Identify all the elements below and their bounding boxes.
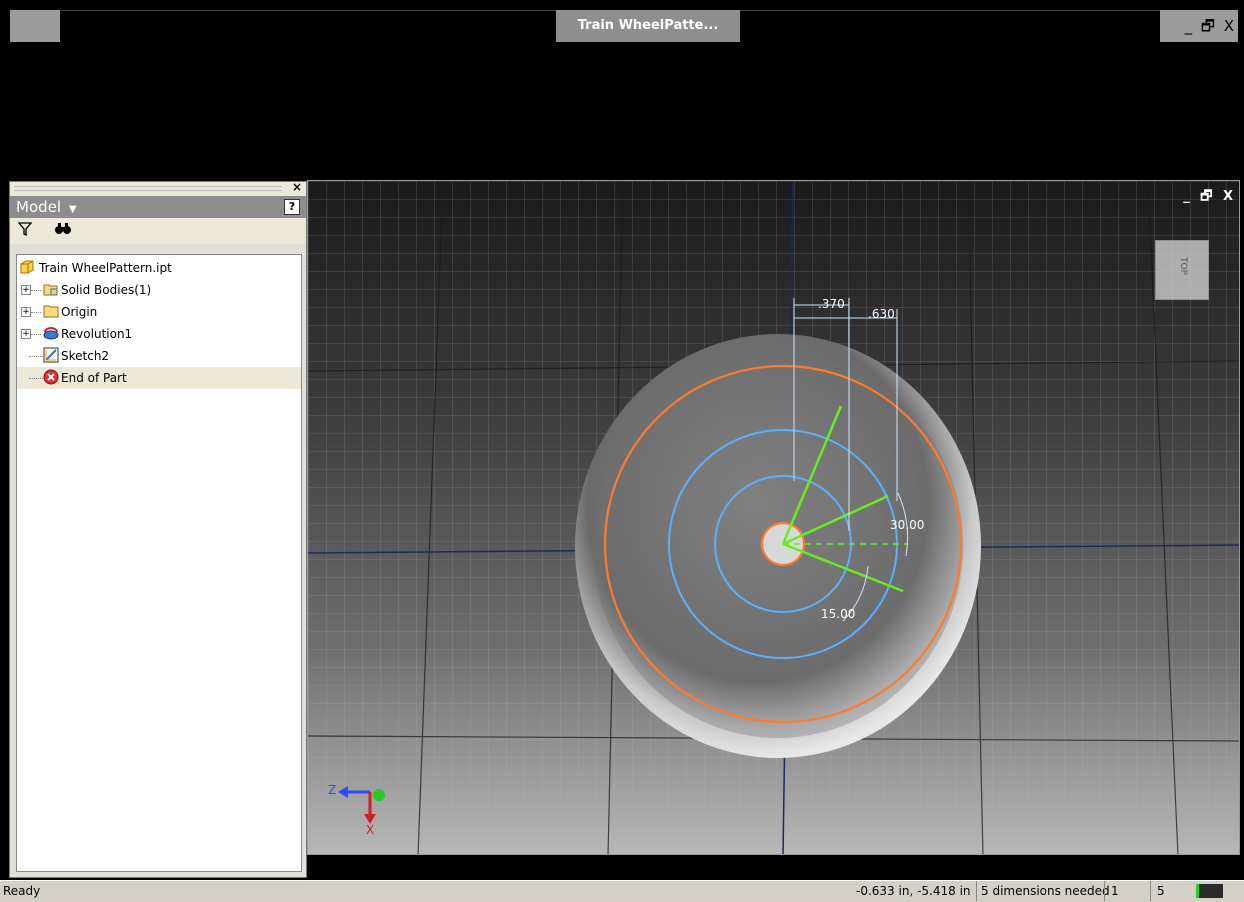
dimensions-needed: 5 dimensions needed xyxy=(976,881,1110,901)
find-icon[interactable] xyxy=(54,222,72,240)
folder-icon xyxy=(43,303,59,319)
part-icon xyxy=(19,259,35,275)
viewport-controls: _ 🗗 X xyxy=(1177,187,1233,209)
filter-icon[interactable] xyxy=(17,222,33,240)
tree-node-origin[interactable]: + Origin xyxy=(17,301,301,323)
end-of-part-icon xyxy=(43,369,59,385)
expand-icon[interactable]: + xyxy=(21,307,31,317)
viewport-restore-button[interactable]: 🗗 xyxy=(1200,189,1213,204)
tree-node-label: Train WheelPattern.ipt xyxy=(39,261,172,275)
window-title: Train WheelPatte... xyxy=(556,10,740,42)
viewcube[interactable]: TOP xyxy=(1155,240,1209,300)
dim-label-370[interactable]: .370 xyxy=(818,297,845,311)
model-tree: Train WheelPattern.ipt + Solid Bodies(1)… xyxy=(16,254,302,872)
cursor-coordinates: -0.633 in, -5.418 in xyxy=(856,884,971,898)
chevron-down-icon[interactable]: ▼ xyxy=(68,204,77,215)
dim-label-15[interactable]: 15.00 xyxy=(821,607,856,621)
restore-button[interactable]: 🗗 xyxy=(1200,17,1215,35)
browser-title[interactable]: Model xyxy=(16,198,62,216)
panel-grip[interactable]: × xyxy=(10,180,306,196)
browser-header[interactable]: Model ▼ ? xyxy=(10,196,306,218)
tree-node-part[interactable]: Train WheelPattern.ipt xyxy=(17,257,301,279)
triad-x-label: X xyxy=(366,823,375,837)
tree-node-label: Origin xyxy=(61,305,98,319)
title-bar-right-area xyxy=(740,10,1160,43)
tree-node-label: Sketch2 xyxy=(61,349,110,363)
expand-icon[interactable]: + xyxy=(21,285,31,295)
tree-node-label: End of Part xyxy=(61,371,127,385)
graphics-viewport[interactable]: .370 .630 30.00 15.00 Z X TOP _ 🗗 X xyxy=(307,180,1240,855)
window-controls: _ 🗗 X xyxy=(1160,10,1238,42)
viewport-minimize-button[interactable]: _ xyxy=(1183,189,1190,204)
status-indicator-icon xyxy=(1196,884,1223,898)
status-value-2: 5 xyxy=(1150,881,1187,901)
tree-connector xyxy=(31,312,41,313)
tree-connector xyxy=(29,356,43,357)
construction-lines[interactable] xyxy=(781,405,908,593)
status-value-1: 1 xyxy=(1104,881,1151,901)
minimize-button[interactable]: _ xyxy=(1184,17,1193,35)
dim-label-30[interactable]: 30.00 xyxy=(890,518,925,532)
browser-toolbar xyxy=(10,218,306,244)
sketch-canvas[interactable] xyxy=(308,181,1240,855)
tree-connector xyxy=(29,378,43,379)
tree-node-label: Revolution1 xyxy=(61,327,133,341)
model-browser-panel: × Model ▼ ? Train WheelPattern.ipt + Sol xyxy=(9,180,307,878)
dim-label-630[interactable]: .630 xyxy=(868,307,895,321)
status-bar: Ready -0.633 in, -5.418 in 5 dimensions … xyxy=(0,880,1244,902)
title-bar-left-area xyxy=(61,10,556,43)
status-text: Ready xyxy=(3,884,41,898)
grip-lines xyxy=(14,186,282,191)
viewcube-top-label: TOP xyxy=(1178,256,1189,276)
panel-close-button[interactable]: × xyxy=(291,180,302,194)
close-button[interactable]: X xyxy=(1223,17,1234,35)
tree-node-revolution[interactable]: + Revolution1 xyxy=(17,323,301,345)
help-button[interactable]: ? xyxy=(284,199,300,215)
revolve-icon xyxy=(43,325,59,341)
solid-bodies-icon xyxy=(43,281,59,297)
tree-connector xyxy=(31,334,41,335)
title-bar-left-chip xyxy=(10,10,60,42)
tree-node-label: Solid Bodies(1) xyxy=(61,283,152,297)
tree-node-sketch[interactable]: Sketch2 xyxy=(17,345,301,367)
triad-z-label: Z xyxy=(328,783,337,797)
coordinate-triad xyxy=(338,786,385,824)
outer-circle[interactable] xyxy=(603,364,963,724)
expand-icon[interactable]: + xyxy=(21,329,31,339)
title-bar: Train WheelPatte... _ 🗗 X xyxy=(0,0,1244,44)
sketch-icon xyxy=(43,347,59,363)
dimension-lines xyxy=(793,298,908,622)
tree-node-end-of-part[interactable]: End of Part xyxy=(17,367,301,389)
tree-node-solid-bodies[interactable]: + Solid Bodies(1) xyxy=(17,279,301,301)
tree-connector xyxy=(31,290,41,291)
viewport-close-button[interactable]: X xyxy=(1222,189,1233,204)
